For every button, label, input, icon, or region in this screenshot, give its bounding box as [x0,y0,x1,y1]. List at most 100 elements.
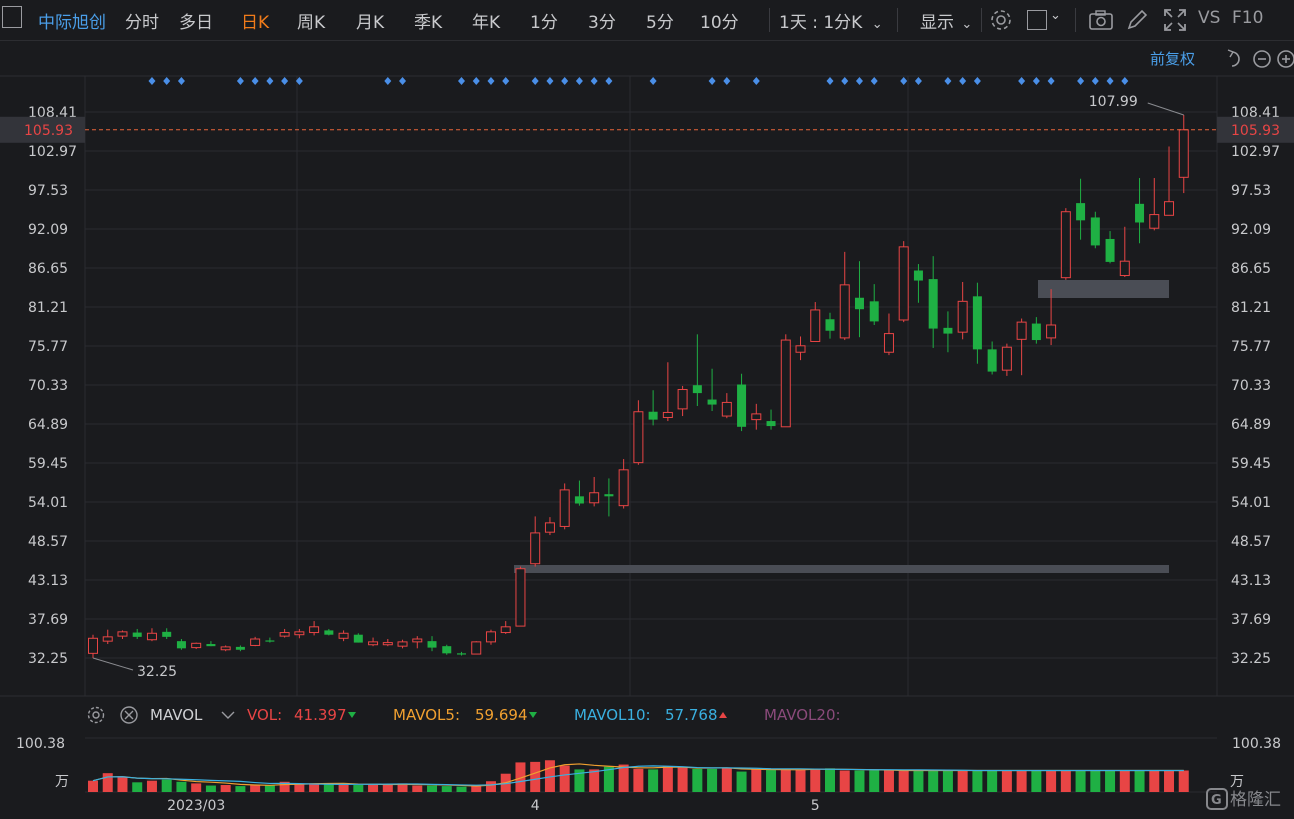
event-marker[interactable] [605,77,613,85]
vol-label: VOL: [247,706,282,724]
event-marker[interactable] [752,77,760,85]
event-marker[interactable] [1032,77,1040,85]
fullscreen-icon[interactable] [1163,8,1187,32]
tab-9[interactable]: 5分 [646,13,674,33]
tab-10[interactable]: 10分 [700,13,739,33]
pencil-icon[interactable] [1125,9,1149,31]
event-marker[interactable] [870,77,878,85]
volume-bar [235,786,246,792]
event-marker[interactable] [1106,77,1114,85]
price-tick-left: 92.09 [28,222,68,238]
tab-1[interactable]: 多日 [179,13,213,33]
candle [1178,115,1189,194]
event-marker[interactable] [266,77,274,85]
volume-bar [707,768,718,792]
vs-button[interactable]: VS [1198,8,1221,28]
frame-select-icon[interactable] [1027,10,1047,30]
volume-bar [972,770,983,792]
event-marker[interactable] [295,77,303,85]
mavol5-label: MAVOL5: [393,706,460,724]
event-marker[interactable] [546,77,554,85]
event-marker[interactable] [1018,77,1026,85]
f10-button[interactable]: F10 [1232,8,1264,28]
event-marker[interactable] [561,77,569,85]
tab-0[interactable]: 分时 [125,13,159,33]
indicator-name[interactable]: MAVOL [150,706,203,724]
event-marker[interactable] [399,77,407,85]
candle [692,334,702,407]
candle [618,459,629,509]
tab-3[interactable]: 周K [297,13,326,33]
tab-8[interactable]: 3分 [588,13,616,33]
chevron-down-icon[interactable]: ⌄ [1050,8,1061,23]
camera-icon[interactable] [1088,9,1114,31]
tab-4[interactable]: 月K [356,13,385,33]
sidebar-toggle-icon[interactable] [2,6,22,28]
event-marker[interactable] [472,77,480,85]
volume-bar [515,762,526,792]
event-marker[interactable] [281,77,289,85]
event-marker[interactable] [1047,77,1055,85]
tab-6[interactable]: 年K [472,13,501,33]
price-tick-left: 32.25 [28,651,68,667]
event-marker[interactable] [236,77,244,85]
candle [1149,178,1160,231]
event-marker[interactable] [1091,77,1099,85]
volume-bar [102,773,113,792]
event-marker[interactable] [973,77,981,85]
candle [397,639,408,649]
event-marker[interactable] [148,77,156,85]
candle [191,642,202,650]
event-marker[interactable] [959,77,967,85]
tab-5[interactable]: 季K [414,13,443,33]
gap-band-high [1038,280,1169,298]
candle [943,311,953,353]
zoom-in-icon[interactable] [1277,50,1294,68]
event-marker[interactable] [649,77,657,85]
candle [176,639,186,650]
event-marker[interactable] [384,77,392,85]
close-icon[interactable] [120,706,138,724]
stock-name-button[interactable]: 中际旭创 [38,13,106,33]
kline-chart[interactable]: 108.41102.9797.5392.0986.6581.2175.7770.… [0,40,1294,819]
event-marker[interactable] [458,77,465,85]
volume-bar [883,770,894,792]
indicator-settings-icon[interactable] [87,706,105,724]
event-marker[interactable] [1121,77,1129,85]
mavol20-label: MAVOL20: [764,706,841,724]
event-marker[interactable] [826,77,834,85]
tab-7[interactable]: 1分 [530,13,558,33]
event-marker[interactable] [708,77,716,85]
vol-axis-top-right: 100.38 [1232,736,1281,752]
zoom-out-icon[interactable] [1253,50,1271,68]
grid [0,75,1294,696]
adjust-label[interactable]: 前复权 [1150,50,1195,68]
volume-bar [338,784,349,792]
event-marker[interactable] [502,77,510,85]
event-marker[interactable] [1077,77,1085,85]
event-marker[interactable] [177,77,185,85]
event-marker[interactable] [723,77,731,85]
event-marker[interactable] [575,77,583,85]
event-marker[interactable] [841,77,849,85]
event-marker[interactable] [531,77,539,85]
event-marker[interactable] [590,77,598,85]
undo-icon[interactable] [1227,49,1240,67]
display-menu[interactable]: 显示 ⌄ [920,8,972,33]
volume-bar [1119,770,1130,792]
gear-icon[interactable] [989,9,1013,31]
event-marker[interactable] [163,77,171,85]
chevron-down-icon[interactable] [221,711,235,719]
volume-bar [1075,770,1086,792]
event-marker[interactable] [251,77,259,85]
tab-2[interactable]: 日K [241,13,270,33]
event-marker[interactable] [855,77,863,85]
event-marker[interactable] [487,77,495,85]
event-marker[interactable] [900,77,908,85]
event-marker[interactable] [944,77,952,85]
high-low-labels: 107.99 32.25 [92,94,1184,680]
period-select-label: 1天 : 1分K [779,13,863,33]
event-marker[interactable] [914,77,922,85]
event-markers[interactable] [148,77,1129,85]
period-select[interactable]: 1天 : 1分K ⌄ [779,8,883,33]
